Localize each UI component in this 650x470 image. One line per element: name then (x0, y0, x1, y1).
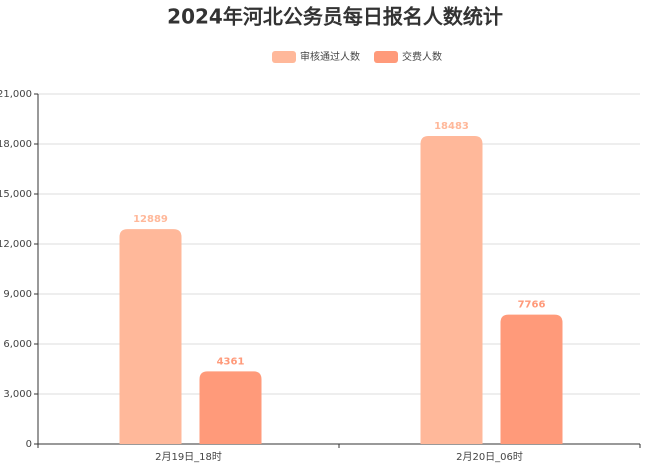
value-label: 4361 (217, 356, 245, 367)
legend-swatch (272, 51, 296, 63)
chart-title: 2024年河北公务员每日报名人数统计 (167, 5, 503, 29)
y-tick-label: 12,000 (0, 239, 32, 250)
legend-label: 交费人数 (402, 50, 442, 63)
value-label: 7766 (518, 300, 546, 311)
y-tick-label: 21,000 (0, 89, 32, 100)
legend-label: 审核通过人数 (300, 50, 360, 63)
bar (500, 314, 563, 444)
bar (420, 135, 483, 444)
bar (119, 229, 182, 444)
bar (199, 371, 262, 444)
y-tick-label: 15,000 (0, 189, 32, 200)
value-label: 12889 (133, 214, 168, 225)
x-tick-label: 2月20日_06时 (456, 451, 523, 463)
y-tick-label: 9,000 (3, 289, 32, 300)
value-label: 18483 (434, 121, 469, 132)
y-tick-label: 6,000 (3, 339, 32, 350)
y-tick-label: 18,000 (0, 139, 32, 150)
x-tick-label: 2月19日_18时 (155, 451, 222, 463)
y-tick-label: 0 (26, 439, 32, 450)
legend-swatch (374, 51, 398, 63)
y-tick-label: 3,000 (3, 389, 32, 400)
